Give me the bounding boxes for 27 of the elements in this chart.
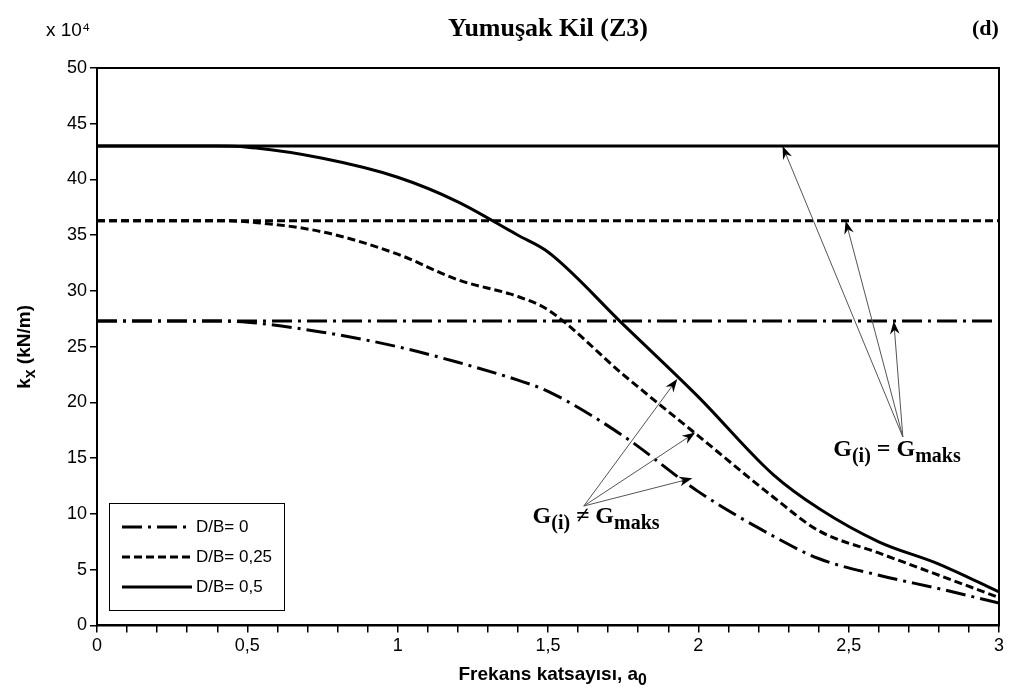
y-tick-label: 50 [66,56,87,77]
y-tick-label: 35 [66,224,87,245]
legend-label: D/B= 0,5 [196,577,263,598]
y-tick-label: 20 [66,391,87,412]
x-axis-title: Frekans katsayısı, a$_{0}$ [458,663,647,689]
x-tick-label: 0 [91,635,103,656]
y-tick-label: 15 [66,447,87,468]
x-tick-label: 2,5 [836,635,862,656]
legend-label: D/B= 0 [196,517,249,538]
x-tick-label: 1,5 [535,635,561,656]
x-tick-label: 0,5 [234,635,260,656]
y-tick-label: 5 [76,558,87,579]
x-tick-label: 2 [693,635,704,656]
text: (d) [972,15,999,41]
y-tick-label: 40 [66,168,87,189]
y-tick-label: 30 [66,279,87,300]
y-tick-label: 45 [66,112,87,133]
text: x 10⁴ [46,19,91,41]
x-tick-label: 1 [392,635,403,656]
y-tick-label: 25 [66,335,87,356]
annotation: G$_{(i)}$ ≠ G$_{maks}$ [532,502,660,535]
x-tick-label: 3 [993,635,1005,656]
legend-label: D/B= 0,25 [196,547,273,568]
chart-title: Yumuşak Kil (Z3) [448,13,648,43]
y-tick-label: 0 [76,614,87,635]
annotation: G$_{(i)}$ = G$_{maks}$ [833,435,961,468]
y-tick-label: 10 [66,502,87,523]
